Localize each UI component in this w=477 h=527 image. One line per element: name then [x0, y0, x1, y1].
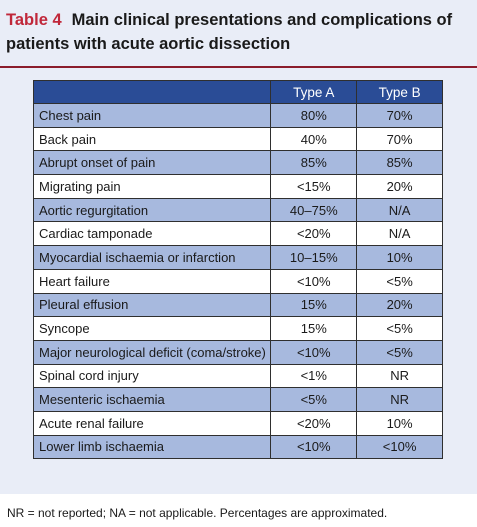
type-b-cell: 85% [356, 150, 443, 176]
type-a-cell: 80% [270, 103, 358, 128]
type-a-cell: <10% [270, 339, 358, 365]
type-a-cell: <15% [270, 174, 358, 199]
row-label-cell: Mesenteric ischaemia [32, 387, 272, 412]
row-label-cell: Cardiac tamponade [32, 221, 272, 247]
clinical-presentations-table: Type A Type B Chest pain 80% 70% Back pain 4… [32, 80, 443, 460]
type-b-cell: 20% [356, 174, 443, 199]
type-a-cell: <20% [270, 410, 358, 436]
row-label-cell: Syncope [32, 316, 272, 341]
header-row: Type A Type B [32, 80, 443, 104]
table-row: Cardiac tamponade <20% N/A [32, 221, 443, 247]
row-label-cell: Back pain [32, 126, 272, 152]
table-row: Myocardial ischaemia or infarction 10–15%… [32, 245, 443, 270]
type-b-cell: 20% [356, 292, 443, 318]
row-label-cell: Heart failure [32, 268, 272, 294]
type-a-cell: <5% [270, 387, 358, 412]
row-label-cell: Myocardial ischaemia or infarction [32, 245, 272, 270]
type-b-cell: 10% [356, 410, 443, 436]
table-row: Chest pain 80% 70% [32, 103, 443, 128]
table-row: Acute renal failure <20% 10% [32, 410, 443, 436]
type-a-cell: <10% [270, 434, 358, 460]
type-a-cell: <1% [270, 363, 358, 389]
table-row: Spinal cord injury <1% NR [32, 363, 443, 389]
row-label-cell: Pleural effusion [32, 292, 272, 318]
type-b-cell: 70% [356, 126, 443, 152]
type-b-cell: 70% [356, 103, 443, 128]
type-a-cell: 15% [270, 292, 358, 318]
table-title: Table 4 Main clinical presentations and c… [6, 8, 474, 56]
row-label-cell: Abrupt onset of pain [32, 150, 272, 176]
row-label-cell: Lower limb ischaemia [32, 434, 272, 460]
header-type-b: Type B [356, 80, 443, 104]
row-label-cell: Migrating pain [32, 174, 272, 199]
table-caption: Main clinical presentations and complica… [6, 11, 453, 53]
type-b-cell: NR [356, 387, 443, 412]
table-row: Abrupt onset of pain 85% 85% [32, 150, 443, 176]
type-b-cell: N/A [356, 221, 443, 247]
table-row: Mesenteric ischaemia <5% NR [32, 387, 443, 412]
type-a-cell: <10% [270, 268, 358, 294]
type-a-cell: 40–75% [270, 197, 358, 223]
type-a-cell: 15% [270, 316, 358, 341]
type-b-cell: <10% [356, 434, 443, 460]
type-b-cell: NR [356, 363, 443, 389]
table-number: Table 4 [6, 11, 62, 29]
table-row: Syncope 15% <5% [32, 316, 443, 341]
row-label-cell: Acute renal failure [32, 410, 272, 436]
table-row: Lower limb ischaemia <10% <10% [32, 434, 443, 460]
title-divider [0, 66, 477, 68]
type-b-cell: N/A [356, 197, 443, 223]
type-b-cell: <5% [356, 268, 443, 294]
row-label-cell: Spinal cord injury [32, 363, 272, 389]
table-row: Heart failure <10% <5% [32, 268, 443, 294]
type-a-cell: <20% [270, 221, 358, 247]
type-a-cell: 10–15% [270, 245, 358, 270]
row-label-cell: Aortic regurgitation [32, 197, 272, 223]
row-label-cell: Chest pain [32, 103, 272, 128]
header-type-a: Type A [270, 80, 358, 104]
type-a-cell: 40% [270, 126, 358, 152]
table-row: Migrating pain <15% 20% [32, 174, 443, 199]
table-row: Major neurological deficit (coma/stroke)… [32, 339, 443, 365]
header-blank-cell [32, 80, 272, 104]
type-b-cell: <5% [356, 316, 443, 341]
table-row: Pleural effusion 15% 20% [32, 292, 443, 318]
row-label-cell: Major neurological deficit (coma/stroke) [32, 339, 272, 365]
type-b-cell: 10% [356, 245, 443, 270]
type-b-cell: <5% [356, 339, 443, 365]
table-row: Back pain 40% 70% [32, 126, 443, 152]
type-a-cell: 85% [270, 150, 358, 176]
table-footnote: NR = not reported; NA = not applicable. … [7, 506, 388, 520]
table-row: Aortic regurgitation 40–75% N/A [32, 197, 443, 223]
